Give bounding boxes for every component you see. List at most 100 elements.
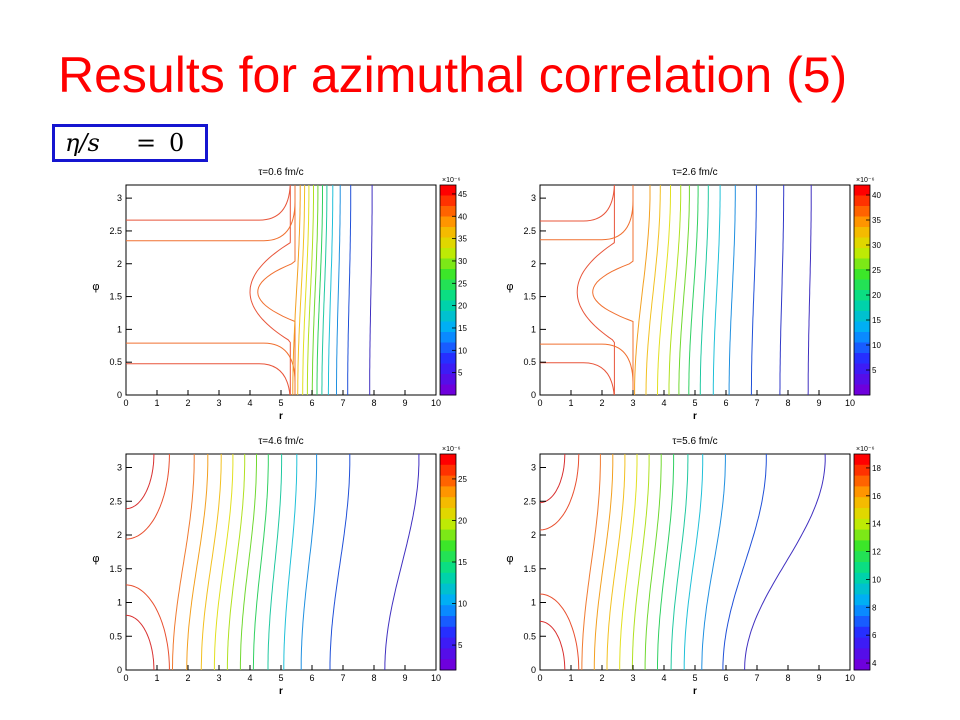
colorbar-band [440,659,456,671]
colorbar-band [854,227,870,238]
colorbar-band [854,529,870,541]
contour-line [126,454,155,670]
colorbar-band [440,248,456,259]
x-tick-label: 4 [247,398,252,408]
y-tick-label: 0 [531,390,536,400]
colorbar-band [854,605,870,617]
formula-lhs: η/s [65,129,100,157]
x-tick-label: 8 [371,398,376,408]
colorbar-frame [853,184,871,396]
colorbar-band [854,464,870,477]
x-tick-label: 3 [630,398,635,408]
chart-title: τ=4.6 fm/c [258,436,303,447]
contour-line [213,454,234,670]
colorbar: 5 10 15 20 25 30 35 40 ×10⁻⁶ [853,177,881,396]
colorbar-tick-label: 40 [872,191,881,200]
contour-line [744,454,826,670]
x-tick-label: 0 [537,673,542,683]
contour-line [306,185,314,395]
x-tick-label: 5 [278,398,283,408]
x-tick-label: 1 [154,398,159,408]
colorbar-band [440,332,456,343]
colorbar-tick-label: 5 [458,369,463,378]
y-tick-label: 2.5 [523,496,536,506]
colorbar-band [854,237,870,249]
y-tick-label: 1 [117,598,122,608]
colorbar-band [854,454,870,466]
colorbar-band [440,353,456,364]
x-tick-label: 7 [340,398,345,408]
contour-line [292,185,301,395]
y-tick-label: 2 [117,530,122,540]
colorbar-tick-label: 40 [458,212,467,221]
contour-line [606,454,626,670]
x-tick-label: 1 [568,398,573,408]
contour-line [670,454,689,670]
colorbar-tick-label: 12 [872,548,881,557]
formula-rhs: 0 [169,129,185,157]
colorbar-tick-label: 20 [458,302,467,311]
x-tick-label: 9 [402,673,407,683]
colorbar-band [854,332,870,343]
x-tick-label: 0 [123,673,128,683]
colorbar-band [854,290,870,301]
colorbar-tick-label: 16 [872,492,881,501]
slide-title: Results for azimuthal correlation (5) [58,47,848,103]
colorbar-band [854,475,870,487]
y-axis-label: φ [92,281,99,293]
x-tick-label: 7 [754,673,759,683]
colorbar-tick-label: 5 [872,366,877,375]
colorbar-tick-label: 10 [872,575,881,584]
contour-line [316,185,323,395]
y-tick-label: 0.5 [523,357,536,367]
y-tick-label: 0.5 [523,631,536,641]
y-tick-label: 3 [117,463,122,473]
x-tick-label: 6 [723,398,728,408]
contour-line [728,185,736,395]
y-tick-label: 2.5 [523,226,536,236]
x-tick-label: 6 [309,398,314,408]
contour-line [252,454,269,670]
colorbar-band [440,518,456,531]
colorbar-band [854,594,870,606]
chart-title: τ=5.6 fm/c [672,436,717,447]
colorbar-band [854,374,870,385]
x-tick-label: 10 [845,673,855,683]
x-tick-label: 6 [309,673,314,683]
colorbar-band [440,454,456,466]
contour-lines [540,185,812,395]
colorbar-tick-label: 20 [458,516,467,525]
colorbar-band [854,540,870,552]
formula-equals: = [135,129,157,157]
colorbar-tick-label: 15 [458,558,467,567]
contour-lines [540,454,826,670]
y-tick-label: 1.5 [109,292,122,302]
contour-line [678,185,690,395]
y-tick-label: 0 [117,390,122,400]
colorbar-band [440,269,456,280]
x-tick-label: 10 [431,398,441,408]
contour-line [267,454,283,670]
colorbar-band [440,583,456,595]
colorbar-band [854,497,870,509]
colorbar-band [854,342,870,354]
colorbar-tick-label: 8 [872,603,877,612]
colorbar-tick-label: 18 [872,464,881,473]
contour-line [645,185,661,395]
contour-line [540,185,615,395]
x-tick-label: 3 [216,398,221,408]
contour-line [327,185,334,395]
contour-line [631,454,650,670]
x-tick-label: 1 [568,673,573,683]
y-tick-label: 3 [531,463,536,473]
colorbar-band [854,626,870,639]
x-tick-label: 3 [216,673,221,683]
x-tick-label: 9 [816,673,821,683]
colorbar-band [440,258,456,270]
x-tick-label: 2 [185,398,190,408]
colorbar-band [440,562,456,574]
colorbar-band [854,551,870,563]
x-tick-label: 1 [154,673,159,683]
contour-line [186,454,209,670]
x-tick-label: 7 [754,398,759,408]
